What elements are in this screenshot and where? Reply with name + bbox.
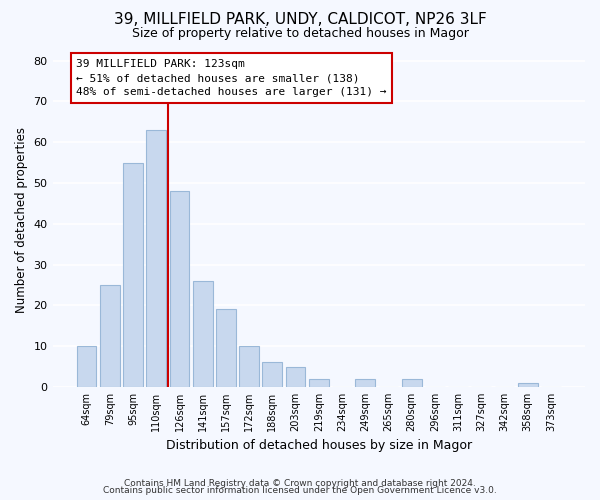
Bar [193,281,212,387]
Bar [100,285,119,387]
Bar [146,130,166,387]
Text: 39 MILLFIELD PARK: 123sqm
← 51% of detached houses are smaller (138)
48% of semi: 39 MILLFIELD PARK: 123sqm ← 51% of detac… [76,58,386,98]
Text: Contains HM Land Registry data © Crown copyright and database right 2024.: Contains HM Land Registry data © Crown c… [124,478,476,488]
Text: Contains public sector information licensed under the Open Government Licence v3: Contains public sector information licen… [103,486,497,495]
Bar [518,383,538,387]
Bar [216,310,236,387]
Bar [309,379,329,387]
Bar [77,346,97,387]
Bar [262,362,282,387]
Y-axis label: Number of detached properties: Number of detached properties [15,126,28,312]
Text: 39, MILLFIELD PARK, UNDY, CALDICOT, NP26 3LF: 39, MILLFIELD PARK, UNDY, CALDICOT, NP26… [113,12,487,28]
Bar [355,379,375,387]
Bar [239,346,259,387]
Text: Size of property relative to detached houses in Magor: Size of property relative to detached ho… [131,28,469,40]
Bar [170,191,190,387]
Bar [123,162,143,387]
Bar [402,379,422,387]
Bar [286,366,305,387]
X-axis label: Distribution of detached houses by size in Magor: Distribution of detached houses by size … [166,440,472,452]
